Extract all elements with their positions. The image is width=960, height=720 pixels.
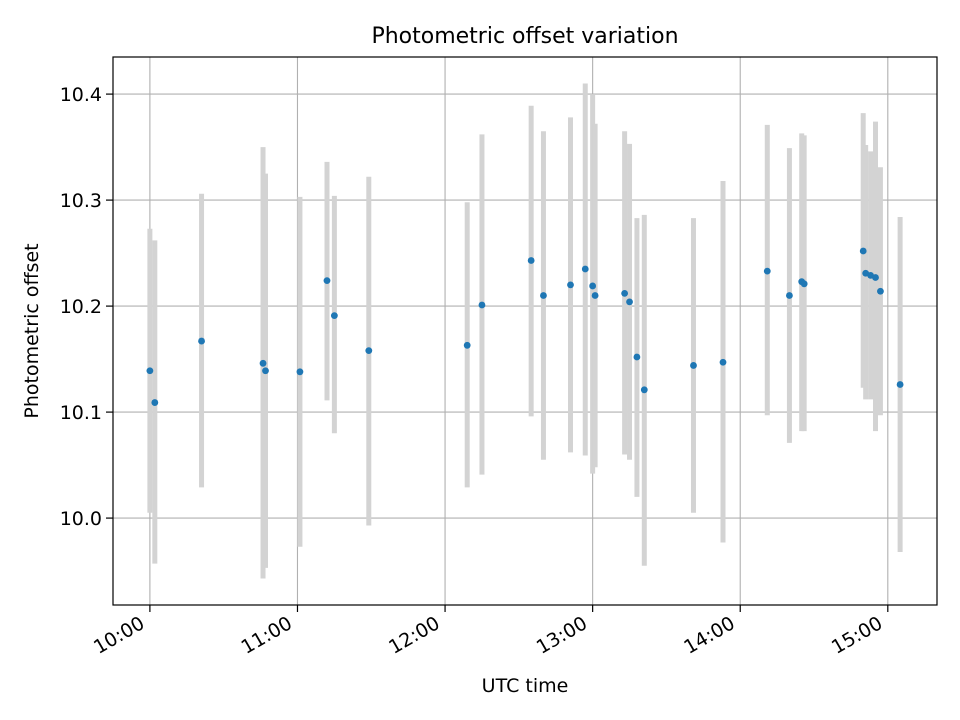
- data-point: [621, 289, 629, 297]
- data-point: [786, 292, 793, 299]
- data-point: [800, 280, 808, 288]
- data-point: [589, 282, 597, 290]
- data-point: [262, 367, 269, 375]
- data-point: [872, 274, 879, 281]
- data-point: [591, 292, 599, 299]
- data-point: [540, 292, 547, 299]
- y-tick-label: 10.1: [60, 402, 102, 424]
- data-point: [527, 257, 535, 264]
- data-point: [198, 337, 205, 345]
- data-point: [146, 367, 154, 375]
- data-point: [330, 312, 338, 320]
- plot-frame: [112, 56, 938, 606]
- data-point: [626, 298, 633, 306]
- data-point: [151, 399, 159, 406]
- y-tick-label: 10.3: [60, 190, 102, 212]
- data-point: [896, 381, 904, 388]
- data-points: [146, 247, 904, 406]
- data-point: [763, 267, 771, 275]
- y-tick-label: 10.4: [60, 84, 102, 106]
- data-point: [640, 386, 648, 394]
- data-point: [633, 353, 641, 361]
- y-axis-label: Photometric offset: [21, 243, 43, 418]
- data-point: [463, 341, 471, 349]
- chart-title: Photometric offset variation: [371, 24, 678, 49]
- data-point: [581, 265, 589, 273]
- x-axis-label: UTC time: [482, 675, 569, 697]
- data-point: [259, 359, 267, 367]
- data-point: [859, 247, 867, 255]
- data-point: [478, 301, 486, 309]
- y-axis-ticks: 10.0 10.1 10.2 10.3 10.4: [60, 84, 113, 530]
- y-tick-label: 10.0: [60, 508, 102, 530]
- data-point: [323, 277, 331, 285]
- data-point: [719, 358, 727, 366]
- data-point: [296, 368, 304, 376]
- data-point: [365, 347, 373, 355]
- y-tick-label: 10.2: [60, 296, 102, 318]
- data-point: [567, 281, 574, 289]
- data-point: [877, 287, 884, 295]
- data-point: [690, 362, 697, 369]
